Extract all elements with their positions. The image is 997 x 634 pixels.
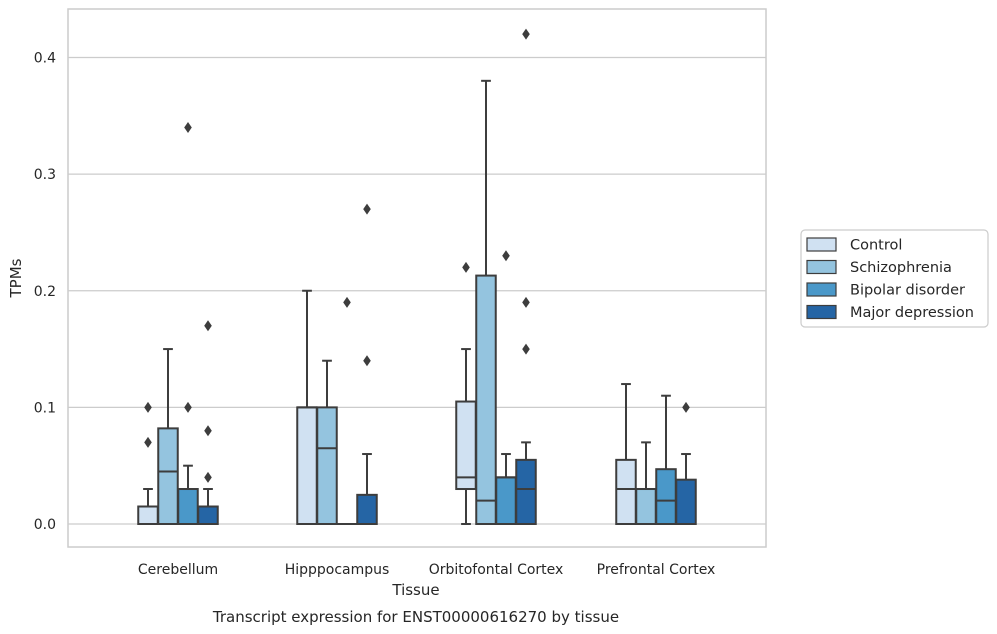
box-schizophrenia (157, 348, 179, 525)
outlier-point (522, 343, 530, 355)
box-control (455, 261, 477, 525)
box-major-depression (675, 401, 697, 525)
box-control (137, 401, 159, 526)
box-major-depression (356, 203, 378, 525)
legend-swatch (806, 237, 837, 252)
box-schizophrenia (316, 359, 338, 525)
box-control (296, 289, 318, 525)
x-tick-label: Cerebellum (138, 562, 218, 578)
box-schizophrenia (475, 79, 497, 525)
x-tick-label: Hipppocampus (285, 562, 390, 578)
legend-swatch (806, 282, 837, 297)
box-major-depression (197, 320, 219, 526)
outlier-point (522, 28, 530, 40)
box-iqr (197, 505, 219, 526)
box-iqr (316, 406, 338, 525)
box-iqr (177, 488, 199, 526)
box-iqr (157, 427, 179, 525)
legend-label: Schizophrenia (850, 260, 952, 276)
box-schizophrenia (635, 441, 657, 526)
outlier-point (462, 261, 470, 273)
box-control (615, 383, 637, 526)
legend-swatch (806, 259, 837, 275)
outlier-point (363, 355, 371, 367)
outlier-point (682, 401, 690, 413)
box-iqr (635, 488, 657, 526)
legend-swatch (806, 304, 837, 320)
outlier-point (343, 296, 351, 308)
box-bipolar-disorder (337, 296, 357, 525)
legend-label: Control (850, 238, 902, 254)
outlier-point (184, 121, 192, 133)
legend: Control Schizophrenia Bipolar disorder Majo… (800, 229, 989, 328)
y-axis-ticks: 0.0 0.1 0.2 0.3 0.4 (34, 51, 56, 534)
legend-label: Major depression (850, 305, 974, 321)
box-iqr (455, 400, 477, 491)
box-iqr (356, 493, 378, 525)
legend-label: Bipolar disorder (850, 283, 965, 299)
box-iqr (296, 406, 318, 525)
outlier-point (363, 203, 371, 215)
outlier-point (522, 296, 530, 308)
x-axis-ticks: Cerebellum Hipppocampus Orbitofontal Corte… (138, 562, 715, 578)
box-bipolar-disorder (177, 121, 199, 526)
outlier-point (144, 401, 152, 413)
plot-area-frame (67, 8, 767, 548)
box-iqr (515, 458, 537, 526)
x-axis-label: Tissue (391, 581, 439, 599)
y-tick-label: 0.3 (34, 167, 56, 183)
y-tick-label: 0.0 (34, 517, 56, 533)
outlier-point (204, 320, 212, 332)
legend-frame (800, 229, 989, 328)
outlier-point (184, 401, 192, 413)
y-tick-label: 0.4 (34, 51, 56, 67)
y-tick-label: 0.2 (34, 284, 56, 300)
y-tick-label: 0.1 (34, 400, 56, 416)
box-iqr (475, 274, 497, 525)
y-axis-label: TPMs (7, 258, 25, 298)
box-iqr (675, 478, 697, 525)
x-tick-label: Orbitofontal Cortex (429, 562, 564, 578)
box-iqr (495, 476, 517, 526)
box-plot-series (137, 28, 697, 526)
box-iqr (137, 505, 159, 526)
box-iqr (615, 458, 637, 526)
box-bipolar-disorder (655, 394, 677, 525)
outlier-point (204, 425, 212, 437)
outlier-point (502, 250, 510, 262)
outlier-point (204, 471, 212, 483)
x-tick-label: Prefrontal Cortex (597, 562, 716, 578)
box-major-depression (515, 28, 537, 526)
outlier-point (144, 436, 152, 448)
chart-caption: Transcript expression for ENST0000061627… (212, 608, 619, 626)
box-iqr (655, 468, 677, 525)
